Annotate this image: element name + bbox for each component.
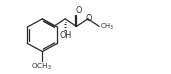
Text: OCH$_3$: OCH$_3$	[31, 62, 52, 72]
Text: OH: OH	[60, 31, 72, 40]
Text: O: O	[85, 14, 91, 23]
Text: CH$_3$: CH$_3$	[100, 22, 114, 32]
Text: O: O	[76, 6, 82, 15]
